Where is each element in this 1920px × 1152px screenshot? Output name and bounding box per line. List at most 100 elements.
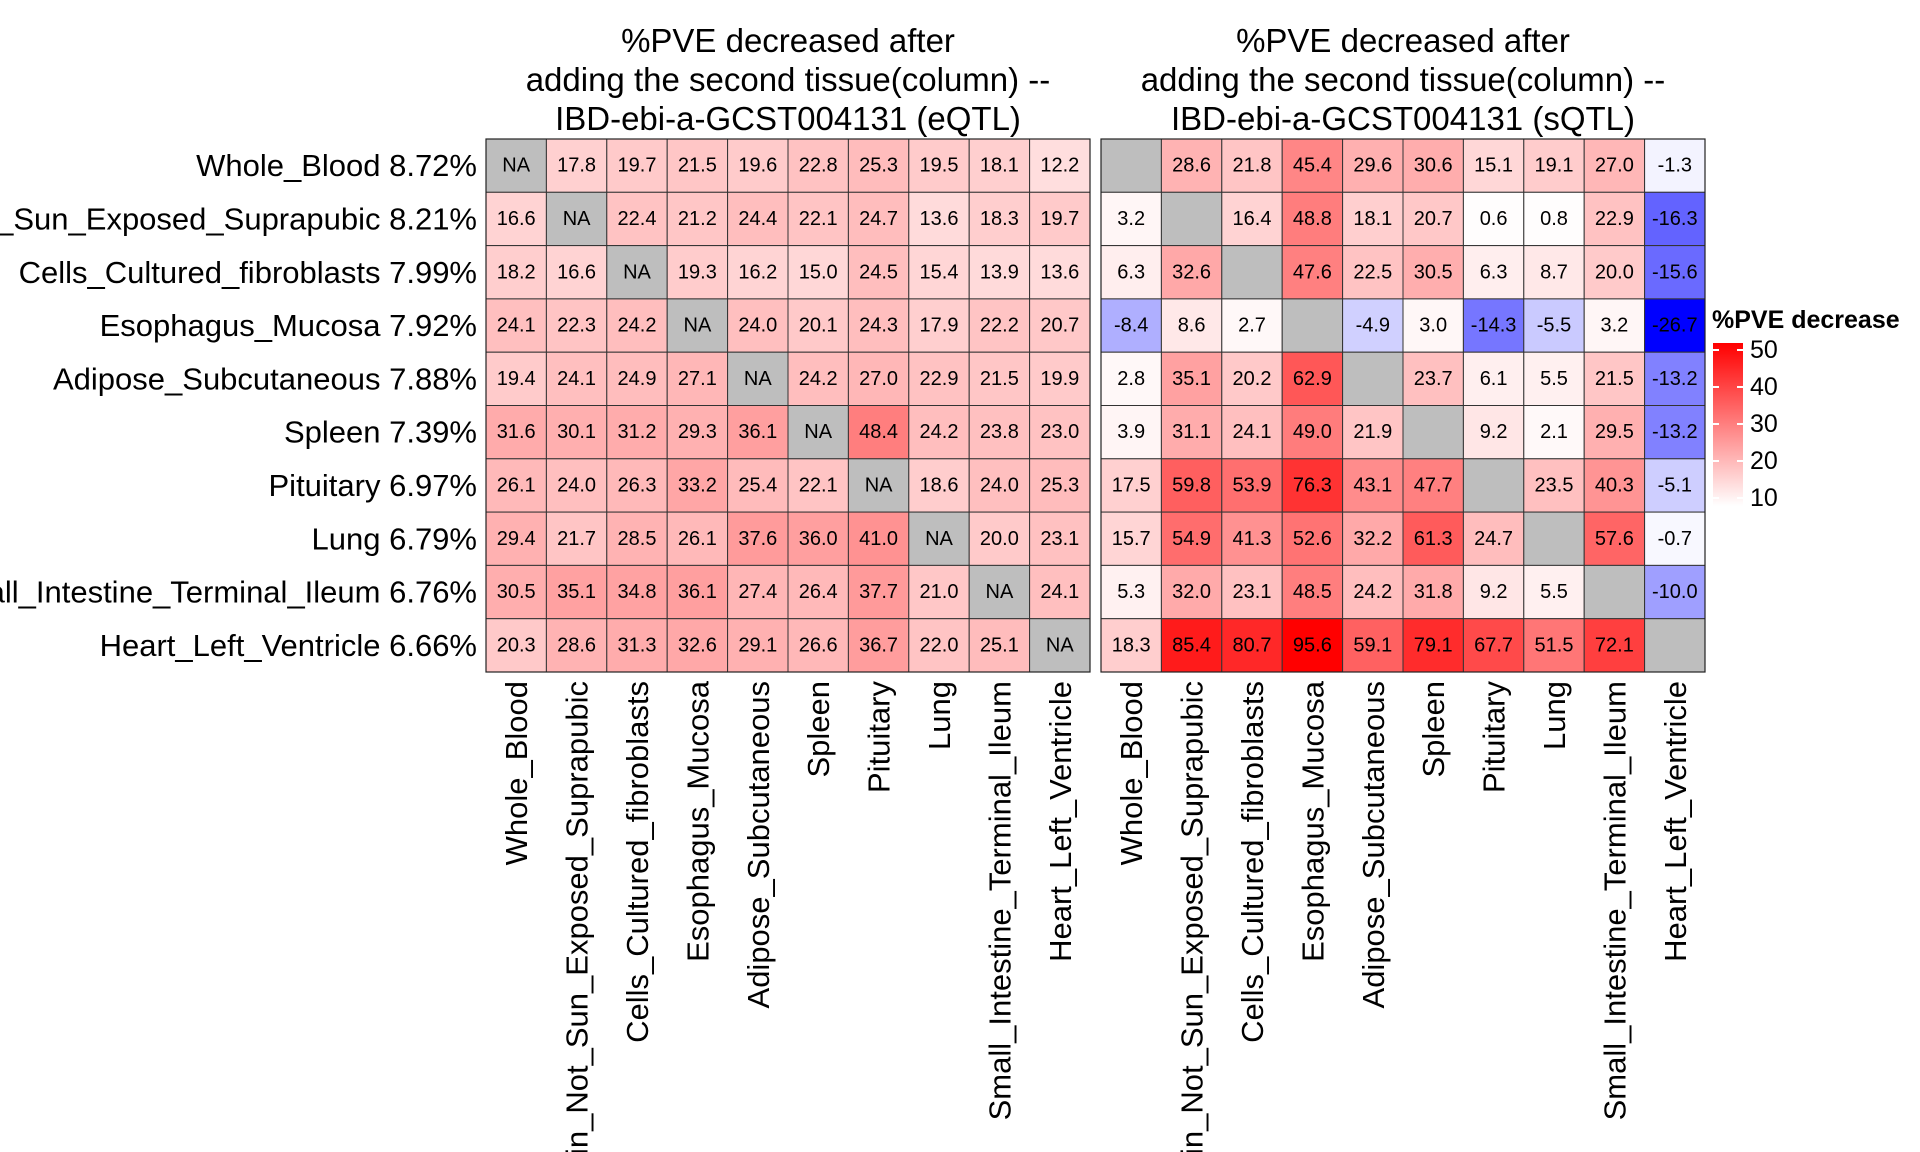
- heatmap-cell: [847, 351, 910, 407]
- cell-value: 59.8: [1172, 474, 1211, 496]
- cell-value: 5.5: [1540, 581, 1568, 603]
- cell-value: 85.4: [1172, 634, 1211, 656]
- cell-value: 32.2: [1353, 528, 1392, 550]
- heatmap-cell: [1462, 191, 1525, 247]
- heatmap-cell: [787, 298, 849, 353]
- cell-value: 13.6: [920, 208, 959, 230]
- cell-value: 21.7: [557, 528, 596, 550]
- cell-value: 2.1: [1540, 421, 1568, 443]
- row-label: Skin_Not_Sun_Exposed_Suprapubic 8.21%: [0, 201, 477, 236]
- row-label: Adipose_Subcutaneous 7.88%: [53, 361, 477, 396]
- heatmap-cell: [1100, 511, 1162, 566]
- panel-title-line: %PVE decreased after: [621, 22, 955, 59]
- cell-value: 25.4: [738, 474, 777, 496]
- column-label: Adipose_Subcutaneous: [741, 681, 776, 1008]
- heatmap-cell: [787, 458, 849, 513]
- column-label: Lung: [922, 681, 957, 750]
- heatmap-cell: [1029, 298, 1091, 353]
- heatmap-cell: [908, 511, 970, 566]
- row-label: Small_Intestine_Terminal_Ileum 6.76%: [0, 575, 477, 610]
- heatmap-cell: [1281, 191, 1344, 247]
- cell-value: 26.1: [678, 528, 717, 550]
- cell-value: 24.7: [1474, 528, 1513, 550]
- cell-value: 31.3: [618, 634, 657, 656]
- cell-value: 6.3: [1117, 261, 1145, 283]
- heatmap-cell: [1644, 298, 1706, 353]
- heatmap-cell: [1644, 405, 1706, 460]
- heatmap-cell: [1029, 138, 1091, 193]
- cell-value: 31.8: [1414, 581, 1453, 603]
- heatmap-cell: [545, 564, 608, 620]
- cell-value: 9.2: [1480, 581, 1508, 603]
- cell-value: 31.2: [618, 421, 657, 443]
- cell-value: 9.2: [1480, 421, 1508, 443]
- heatmap-cell: [787, 191, 849, 247]
- cell-value: 20.7: [1414, 208, 1453, 230]
- cell-value: 67.7: [1474, 634, 1513, 656]
- heatmap-cell: [1281, 511, 1344, 566]
- cell-value: 2.7: [1238, 315, 1266, 337]
- cell-value: 3.0: [1419, 315, 1447, 337]
- cell-value: 16.6: [497, 208, 536, 230]
- cell-value: 54.9: [1172, 528, 1211, 550]
- cell-value: 36.0: [799, 528, 838, 550]
- cell-value: 24.5: [859, 261, 898, 283]
- cell-value: 32.6: [1172, 261, 1211, 283]
- heatmap-cell: [1583, 405, 1646, 460]
- cell-value: 27.1: [678, 368, 717, 390]
- heatmap-cell: [1029, 458, 1091, 513]
- cell-value: 35.1: [1172, 368, 1211, 390]
- cell-value: NA: [804, 421, 832, 443]
- heatmap-cell: [666, 191, 729, 247]
- cell-value: 18.6: [920, 474, 959, 496]
- cell-value: 27.4: [738, 581, 777, 603]
- heatmap-cell: [1221, 564, 1283, 620]
- heatmap-cell: [1100, 298, 1162, 353]
- column-label: Esophagus_Mucosa: [680, 680, 715, 962]
- legend-tick-label: 20: [1750, 447, 1778, 475]
- heatmap-cell: [666, 458, 729, 513]
- heatmap-cell: [1029, 191, 1091, 247]
- column-label: Whole_Blood: [1114, 681, 1149, 865]
- cell-value: 62.9: [1293, 368, 1332, 390]
- cell-value: 59.1: [1353, 634, 1392, 656]
- cell-value: 20.1: [799, 315, 838, 337]
- cell-value: 79.1: [1414, 634, 1453, 656]
- cell-value: 47.6: [1293, 261, 1332, 283]
- cell-value: 3.2: [1117, 208, 1145, 230]
- row-label: Lung 6.79%: [312, 521, 477, 556]
- cell-value: 30.1: [557, 421, 596, 443]
- panel-title-line: IBD-ebi-a-GCST004131 (eQTL): [555, 100, 1021, 137]
- cell-value: 76.3: [1293, 474, 1332, 496]
- column-label: Esophagus_Mucosa: [1295, 680, 1330, 962]
- cell-value: 30.6: [1414, 155, 1453, 177]
- heatmap-cell: [1402, 458, 1464, 513]
- cell-value: 6.3: [1480, 261, 1508, 283]
- column-label: Whole_Blood: [499, 681, 534, 865]
- cell-value: NA: [563, 208, 591, 230]
- cell-value: 22.5: [1353, 261, 1392, 283]
- cell-value: 22.9: [1595, 208, 1634, 230]
- cell-value: 48.8: [1293, 208, 1332, 230]
- panel-border: [1100, 138, 1706, 673]
- cell-value: 24.2: [920, 421, 959, 443]
- heatmap-cell: [787, 138, 849, 193]
- cell-value: 25.3: [859, 155, 898, 177]
- heatmap-cell: [545, 245, 608, 300]
- column-label: Small_Intestine_Terminal_Ileum: [982, 681, 1017, 1120]
- heatmap-cell: [968, 351, 1031, 407]
- cell-value: 24.0: [738, 315, 777, 337]
- cell-value: 15.4: [920, 261, 959, 283]
- cell-value: 23.8: [980, 421, 1019, 443]
- cell-value: 95.6: [1293, 634, 1332, 656]
- heatmap-cell: [1523, 564, 1585, 620]
- cell-value: 72.1: [1595, 634, 1634, 656]
- cell-value: 16.4: [1233, 208, 1272, 230]
- heatmap-cell: [606, 564, 668, 620]
- heatmap-cell: [968, 405, 1031, 460]
- heatmap-cell: [1583, 564, 1646, 620]
- cell-value: 25.3: [1040, 474, 1079, 496]
- heatmap-cell: [847, 564, 910, 620]
